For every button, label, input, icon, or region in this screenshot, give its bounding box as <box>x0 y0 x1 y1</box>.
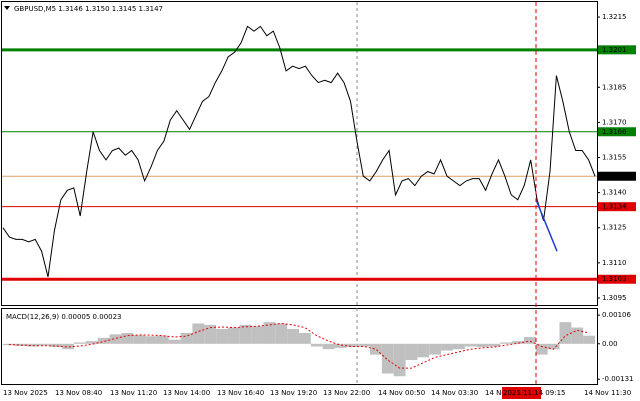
y-tick-label: 1.3155 <box>602 154 627 162</box>
y-tick-label: 1.3140 <box>602 189 627 197</box>
macd-bar <box>145 336 157 344</box>
level-label-box <box>598 127 636 137</box>
price-panel <box>1 1 598 306</box>
macd-bar <box>263 322 276 344</box>
level-label: 1.3201 <box>602 46 627 54</box>
macd-bar <box>346 343 359 348</box>
macd-bar <box>523 337 536 344</box>
macd-bar <box>216 328 228 344</box>
level-label: 1.3166 <box>602 128 627 136</box>
x-tick-label: 13 Nov 14:00 <box>163 389 210 397</box>
macd-bar <box>441 343 453 351</box>
macd-bar <box>512 341 524 344</box>
macd-bar <box>405 343 418 361</box>
macd-bar <box>417 343 430 358</box>
x-tick-label: 13 Nov 08:40 <box>55 389 102 397</box>
macd-bar <box>476 343 489 348</box>
macd-bar <box>14 343 27 346</box>
macd-bar <box>429 343 442 355</box>
level-label-box <box>598 45 636 55</box>
macd-bar <box>358 343 371 347</box>
macd-bar <box>370 343 382 355</box>
macd-bar <box>62 343 75 350</box>
macd-bar <box>452 343 465 350</box>
macd-bar <box>488 343 501 347</box>
macd-bar <box>464 343 477 347</box>
macd-bar <box>535 343 548 355</box>
macd-bar <box>287 328 299 344</box>
level-label: 1.3147 <box>602 172 627 180</box>
macd-bar <box>559 322 572 344</box>
chart-title: GBPUSD,M5 1.3146 1.3150 1.3145 1.3147 <box>14 5 163 13</box>
macd-panel <box>1 308 598 385</box>
x-tick-label: 13 Nov 16:40 <box>217 389 264 397</box>
macd-bar <box>310 343 323 347</box>
macd-bar <box>204 324 217 344</box>
macd-bar <box>74 342 86 344</box>
trendline <box>535 199 558 252</box>
macd-bar <box>156 335 169 344</box>
macd-bar <box>180 332 193 344</box>
macd-bar <box>97 337 110 344</box>
level-label: 1.3134 <box>602 203 627 211</box>
y-tick-label: 1.3215 <box>602 13 627 21</box>
macd-bar <box>322 343 335 350</box>
x-tick-label: 13 Nov 2025 <box>3 389 48 397</box>
macd-bar <box>121 332 134 344</box>
x-tick-label: 13 Nov 11:20 <box>110 389 157 397</box>
macd-bar <box>547 343 560 350</box>
macd-bar <box>239 324 252 344</box>
macd-bar <box>500 342 513 344</box>
macd-bar <box>393 343 406 377</box>
title-arrow <box>4 6 10 10</box>
macd-bar <box>381 343 394 374</box>
x-tick-label: 14 Nov 00:50 <box>378 389 425 397</box>
y-tick-label: 1.3095 <box>602 294 627 302</box>
y-tick-label: 0.00 <box>602 340 618 348</box>
macd-bar <box>275 323 288 344</box>
y-tick-label: 1.3170 <box>602 118 627 126</box>
macd-bar <box>38 343 51 346</box>
signal-line <box>8 322 590 369</box>
macd-bar <box>571 327 584 344</box>
macd-bar <box>334 343 347 348</box>
time-marker-box <box>502 387 541 399</box>
macd-bar <box>583 335 595 344</box>
macd-bar <box>192 323 205 344</box>
y-tick-label: 1.3125 <box>602 224 627 232</box>
level-label-box <box>598 171 636 181</box>
macd-bar <box>133 335 146 344</box>
x-tick-label: 14 Nov 03:30 <box>431 389 478 397</box>
macd-bar <box>299 332 311 344</box>
level-label-box <box>598 202 636 212</box>
x-tick-label: 14 Nov 11:30 <box>584 389 631 397</box>
macd-title: MACD(12,26,9) 0.00005 0.00023 <box>6 313 122 321</box>
y-tick-label: 1.3185 <box>602 83 627 91</box>
macd-bar <box>85 341 98 344</box>
macd-bar <box>109 334 122 344</box>
y-tick-label: -0.00131 <box>602 375 633 383</box>
macd-bar <box>227 327 240 344</box>
x-tick-label: 13 Nov 19:20 <box>270 389 317 397</box>
macd-bar <box>26 343 39 347</box>
price-line <box>2 25 596 278</box>
macd-bar <box>50 343 63 348</box>
macd-bar <box>251 326 264 344</box>
x-tick-label: 13 Nov 22:00 <box>323 389 370 397</box>
y-tick-label: 1.3110 <box>602 259 627 267</box>
level-label-box <box>598 274 636 284</box>
time-marker-label: 2025.11.14 09:15 <box>503 389 565 397</box>
level-label: 1.3103 <box>602 275 627 283</box>
y-tick-label: 0.00106 <box>602 311 631 319</box>
macd-bar <box>168 339 181 344</box>
